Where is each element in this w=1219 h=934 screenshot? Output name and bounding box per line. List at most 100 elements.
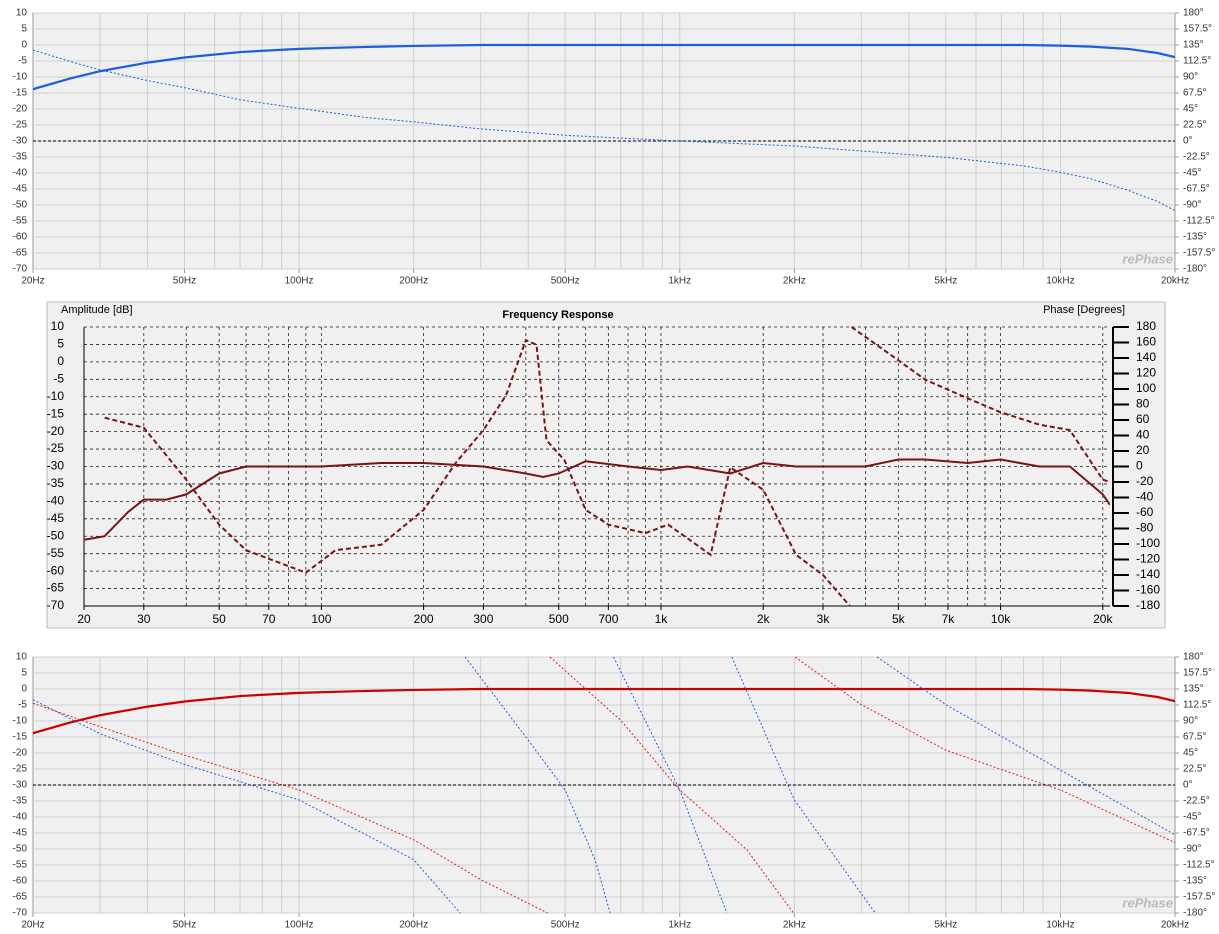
x-tick-label: 10k	[991, 612, 1011, 626]
y2-tick-label: 120	[1136, 366, 1156, 380]
x-tick-label: 3k	[817, 612, 831, 626]
y-tick-label: -50	[13, 844, 28, 855]
y-tick-label: -50	[13, 200, 28, 211]
x-tick-label: 50Hz	[173, 920, 196, 931]
y-tick-label: -10	[13, 716, 28, 727]
y-tick-label: -35	[13, 796, 28, 807]
y-tick-label: 5	[57, 337, 64, 351]
y2-tick-label: 90°	[1183, 72, 1198, 83]
y2-tick-label: 157.5°	[1183, 24, 1212, 35]
y2-tick-label: -140	[1136, 567, 1160, 581]
y-tick-label: -40	[13, 168, 28, 179]
y2-tick-label: -67.5°	[1183, 828, 1210, 839]
y2-tick-label: -45°	[1183, 812, 1201, 823]
y-tick-label: -5	[18, 700, 27, 711]
y-tick-label: 0	[21, 40, 27, 51]
y2-tick-label: 157.5°	[1183, 668, 1212, 679]
y-tick-label: -30	[13, 136, 28, 147]
y-axis-label: Amplitude [dB]	[61, 304, 133, 316]
x-tick-label: 100Hz	[285, 276, 314, 287]
y2-tick-label: -40	[1136, 490, 1154, 504]
y2-tick-label: -135°	[1183, 876, 1207, 887]
y2-axis-label: Phase [Degrees]	[1043, 304, 1125, 316]
x-tick-label: 20kHz	[1161, 276, 1189, 287]
x-tick-label: 20Hz	[21, 276, 44, 287]
y-tick-label: -60	[13, 232, 28, 243]
x-tick-label: 700	[598, 612, 618, 626]
series-group	[33, 656, 1175, 914]
y-tick-label: 0	[21, 684, 27, 695]
y-tick-label: -35	[13, 152, 28, 163]
y2-tick-label: 0°	[1183, 136, 1193, 147]
y2-tick-label: 0°	[1183, 780, 1193, 791]
x-tick-label: 200	[414, 612, 434, 626]
y2-tick-label: -135°	[1183, 232, 1207, 243]
y-tick-label: -55	[47, 546, 65, 560]
y2-tick-label: -112.5°	[1183, 216, 1215, 227]
series-group	[33, 43, 1175, 212]
x-tick-label: 1kHz	[668, 920, 691, 931]
series-line	[33, 656, 1175, 914]
y-tick-label: -65	[47, 581, 65, 595]
series-line	[33, 43, 1175, 91]
y-tick-label: -30	[47, 459, 65, 473]
y2-tick-label: -20	[1136, 474, 1154, 488]
x-tick-label: 50	[212, 612, 226, 626]
x-tick-label: 1k	[655, 612, 669, 626]
y2-tick-label: -160	[1136, 583, 1160, 597]
x-tick-label: 100	[311, 612, 331, 626]
y-tick-label: -55	[13, 860, 28, 871]
y2-tick-label: 112.5°	[1183, 56, 1211, 67]
x-tick-label: 20k	[1093, 612, 1113, 626]
x-tick-label: 20Hz	[21, 920, 44, 931]
y2-tick-label: 180°	[1183, 652, 1204, 663]
y-tick-label: -40	[47, 494, 65, 508]
x-tick-label: 2kHz	[783, 276, 806, 287]
x-tick-label: 10kHz	[1046, 276, 1074, 287]
x-tick-label: 500Hz	[551, 920, 580, 931]
y-tick-label: -20	[47, 424, 65, 438]
x-tick-label: 100Hz	[285, 920, 314, 931]
x-tick-label: 500	[549, 612, 569, 626]
y2-tick-label: -120	[1136, 552, 1160, 566]
y-tick-label: 10	[16, 8, 28, 19]
y2-tick-label: 60	[1136, 412, 1150, 426]
y2-tick-label: 22.5°	[1183, 764, 1206, 775]
x-tick-label: 50Hz	[173, 276, 196, 287]
y2-tick-label: 135°	[1183, 684, 1204, 695]
x-tick-label: 5kHz	[934, 276, 957, 287]
y-tick-label: -45	[47, 511, 65, 525]
chart: 10 5 0 -5 -10 -15 -20 -25 -30 -35 -40 -45 -50 -55 -60 -…	[13, 652, 1216, 931]
y-tick-label: -25	[13, 120, 28, 131]
y-tick-label: 5	[21, 668, 27, 679]
y-tick-label: -65	[13, 892, 28, 903]
y2-tick-label: -45°	[1183, 168, 1201, 179]
series-line	[84, 458, 1110, 541]
y-tick-label: -70	[13, 264, 28, 275]
y2-tick-label: -112.5°	[1183, 860, 1215, 871]
watermark: rePhase	[1122, 895, 1173, 910]
y2-tick-label: 135°	[1183, 40, 1204, 51]
y-tick-label: -50	[47, 528, 65, 542]
y2-tick-label: 112.5°	[1183, 700, 1211, 711]
x-tick-label: 5kHz	[934, 920, 957, 931]
y2-tick-label: 160	[1136, 335, 1156, 349]
x-tick-label: 10kHz	[1046, 920, 1074, 931]
y-tick-label: -15	[13, 732, 28, 743]
y-tick-label: 5	[21, 24, 27, 35]
y-tick-label: -15	[13, 88, 28, 99]
y-tick-label: -10	[47, 389, 65, 403]
y-tick-label: -55	[13, 216, 28, 227]
x-tick-label: 300	[473, 612, 493, 626]
y2-tick-label: -180°	[1183, 908, 1207, 919]
x-tick-label: 2kHz	[783, 920, 806, 931]
y2-tick-label: 100	[1136, 381, 1156, 395]
y2-tick-label: -157.5°	[1183, 892, 1215, 903]
series-line	[33, 687, 1175, 735]
y2-tick-label: -180°	[1183, 264, 1207, 275]
y2-tick-label: -22.5°	[1183, 152, 1210, 163]
y-tick-label: -30	[13, 780, 28, 791]
y2-tick-label: 90°	[1183, 716, 1198, 727]
chart: 10 5 0 -5 -10 -15 -20 -25 -30 -35 -40 -45 -50 -55 -60 -…	[13, 8, 1216, 287]
